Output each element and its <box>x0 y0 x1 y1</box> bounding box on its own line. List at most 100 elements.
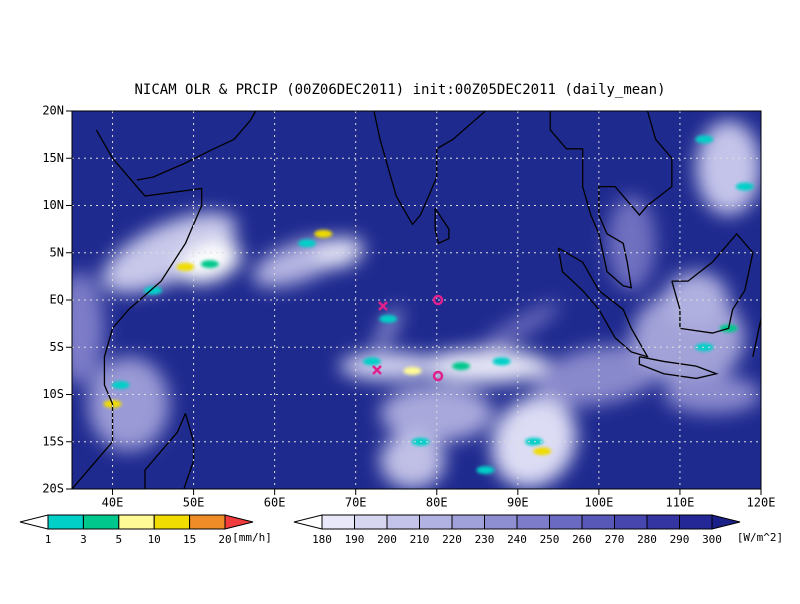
colorbar-box <box>354 514 388 530</box>
lon-label: 110E <box>665 496 694 510</box>
colorbar-box <box>419 514 453 530</box>
colorbar-label: 270 <box>605 533 625 546</box>
colorbar-end <box>224 514 254 530</box>
lat-label: 20S <box>42 482 64 496</box>
colorbar-label: 180 <box>312 533 332 546</box>
precip-spot <box>176 262 195 271</box>
colorbar-box <box>484 514 518 530</box>
precip-spot <box>200 260 219 269</box>
lon-label: 60E <box>264 496 286 510</box>
cloud <box>696 120 761 215</box>
coastline <box>557 247 649 358</box>
colorbar-label: 200 <box>377 533 397 546</box>
colorbar-unit: [W/m^2] <box>737 531 783 544</box>
olr-colorbar: 180 190 200 210 220 230 240 250 260 270 280 290 300 [… <box>293 514 783 546</box>
lat-label: 15S <box>42 434 64 448</box>
lon-label: 70E <box>345 496 367 510</box>
colorbar-box <box>549 514 583 530</box>
precip-spot <box>695 135 714 144</box>
colorbar-end <box>19 514 49 530</box>
colorbar-box <box>581 514 615 530</box>
lon-label: 90E <box>507 496 529 510</box>
colorbar-label: 210 <box>410 533 430 546</box>
colorbar-box <box>646 514 680 530</box>
colorbar-label: 280 <box>637 533 657 546</box>
precip-spot <box>476 466 495 475</box>
marker-circle <box>432 294 444 306</box>
colorbar-box <box>118 514 155 530</box>
colorbar-end <box>711 514 741 530</box>
coastlines <box>72 111 761 489</box>
colorbar-end <box>293 514 323 530</box>
colorbar-label: 250 <box>540 533 560 546</box>
marker-x <box>378 301 388 311</box>
precip-spot <box>533 447 552 456</box>
precip-spot <box>362 357 381 366</box>
precip-spot <box>452 362 471 371</box>
lat-label: 20N <box>42 104 64 118</box>
cloud <box>315 237 364 268</box>
colorbar-label: 220 <box>442 533 462 546</box>
colorbar-box <box>189 514 226 530</box>
colorbar-unit: [mm/h] <box>232 531 272 544</box>
colorbar-label: 190 <box>345 533 365 546</box>
colorbar-label: 10 <box>148 533 161 546</box>
precip-field <box>103 135 754 475</box>
colorbar-label: 240 <box>507 533 527 546</box>
precip-spot <box>111 381 130 390</box>
map <box>72 111 761 489</box>
cloud <box>663 375 761 414</box>
colorbar-box <box>516 514 550 530</box>
precip-spot <box>403 366 422 375</box>
colorbar-label: 15 <box>183 533 196 546</box>
lon-label: 80E <box>426 496 448 510</box>
coastline <box>434 207 450 245</box>
coastline <box>752 316 761 357</box>
lat-label: 10S <box>42 387 64 401</box>
colorbar-box <box>386 514 420 530</box>
lon-label: 100E <box>584 496 613 510</box>
precip-spot <box>379 314 398 323</box>
markers <box>372 294 444 382</box>
colorbar-label: 5 <box>115 533 122 546</box>
marker-x <box>372 365 382 375</box>
colorbar-box <box>153 514 191 530</box>
coastline <box>136 111 257 181</box>
colorbar-box <box>47 514 84 530</box>
grid <box>72 111 761 489</box>
precip-spot <box>695 343 714 352</box>
colorbar-box <box>679 514 713 530</box>
precip-spot <box>492 357 511 366</box>
lat-label: 5N <box>50 245 64 259</box>
colorbar-box <box>614 514 648 530</box>
lat-label: 15N <box>42 151 64 165</box>
precip-colorbar: 1 3 5 10 15 20 [mm/h] <box>19 514 272 546</box>
lat-label: EQ <box>50 293 64 307</box>
lat-label: 10N <box>42 198 64 212</box>
colorbar-label: 260 <box>572 533 592 546</box>
colorbar-box <box>451 514 485 530</box>
coastline <box>638 356 719 380</box>
cloud-field <box>72 120 761 489</box>
lon-label: 120E <box>747 496 776 510</box>
precip-spot <box>735 182 754 191</box>
cloud <box>380 432 445 489</box>
colorbar-label: 1 <box>45 533 52 546</box>
lat-label: 5S <box>50 340 64 354</box>
colorbar-label: 3 <box>80 533 87 546</box>
colorbar-label: 300 <box>702 533 722 546</box>
lon-label: 50E <box>183 496 205 510</box>
cloud <box>607 196 656 291</box>
colorbar-label: 230 <box>475 533 495 546</box>
colorbar-label: 20 <box>218 533 231 546</box>
coastline <box>373 111 487 226</box>
cloud <box>72 271 105 386</box>
axes: 20N 15N 10N 5N EQ 5S 10S 15S 20S 40E 50E 60E 70E 80E 9… <box>42 104 775 510</box>
colorbar-label: 290 <box>670 533 690 546</box>
marker-circle <box>432 370 444 382</box>
precip-spot <box>298 239 317 248</box>
coastline <box>549 111 673 289</box>
precip-spot <box>314 229 333 238</box>
title: NICAM OLR & PRCIP (00Z06DEC2011) init:00… <box>134 82 665 98</box>
